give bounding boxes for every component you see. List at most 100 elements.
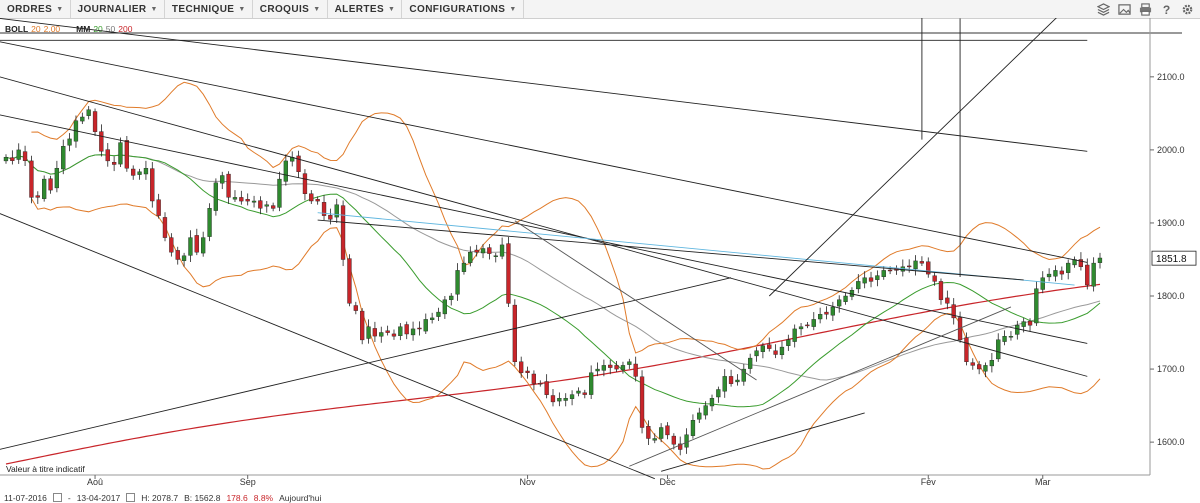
candle bbox=[42, 178, 47, 199]
candle bbox=[16, 149, 21, 160]
chevron-down-icon: ▼ bbox=[509, 5, 517, 13]
candle bbox=[417, 327, 422, 330]
candle bbox=[328, 214, 333, 220]
settings-icon[interactable] bbox=[1180, 2, 1194, 16]
candle bbox=[334, 204, 339, 218]
candle bbox=[124, 140, 130, 169]
y-tick-label: 2100.0 bbox=[1157, 72, 1185, 82]
candle bbox=[678, 443, 683, 450]
candle bbox=[1097, 257, 1103, 263]
candle bbox=[455, 270, 460, 295]
candle bbox=[410, 328, 416, 336]
candle bbox=[461, 262, 467, 272]
candle bbox=[792, 328, 797, 342]
candle bbox=[595, 368, 600, 372]
trendline bbox=[0, 213, 655, 480]
candle bbox=[996, 339, 1001, 360]
candle bbox=[741, 368, 746, 382]
candle bbox=[220, 175, 225, 184]
image-icon[interactable] bbox=[1117, 2, 1131, 16]
layers-icon[interactable] bbox=[1096, 2, 1110, 16]
menu-label: CONFIGURATIONS bbox=[409, 3, 506, 15]
candle bbox=[111, 161, 117, 165]
candle bbox=[29, 160, 34, 198]
candle bbox=[716, 389, 721, 398]
candle bbox=[150, 168, 155, 202]
footer-low: B: 1562.8 bbox=[184, 492, 221, 503]
menu-ordres[interactable]: ORDRES ▼ bbox=[0, 0, 71, 18]
candle bbox=[430, 317, 435, 320]
candle bbox=[468, 251, 473, 263]
legend-mm-50: 50 bbox=[105, 24, 116, 34]
candle bbox=[385, 330, 390, 333]
candle bbox=[264, 204, 269, 207]
candle bbox=[989, 360, 995, 367]
candle bbox=[423, 319, 428, 332]
candle bbox=[538, 383, 543, 385]
print-icon[interactable] bbox=[1138, 2, 1152, 16]
menu-alertes[interactable]: ALERTES ▼ bbox=[328, 0, 403, 18]
candle bbox=[118, 142, 123, 165]
menu-journalier[interactable]: JOURNALIER ▼ bbox=[71, 0, 165, 18]
candle bbox=[105, 149, 110, 162]
candle bbox=[824, 311, 829, 315]
chevron-down-icon: ▼ bbox=[56, 5, 64, 13]
menu-technique[interactable]: TECHNIQUE ▼ bbox=[165, 0, 253, 18]
range-sep: - bbox=[67, 492, 71, 503]
candle bbox=[360, 310, 365, 341]
candle bbox=[887, 269, 893, 272]
trendline bbox=[0, 76, 1088, 377]
trendline bbox=[0, 277, 732, 450]
candle bbox=[130, 168, 136, 176]
candle bbox=[340, 205, 346, 260]
chevron-down-icon: ▼ bbox=[388, 5, 396, 13]
candle bbox=[830, 306, 836, 316]
candle bbox=[563, 398, 568, 401]
trendlines bbox=[0, 18, 1088, 480]
candle bbox=[589, 372, 594, 395]
menu-configurations[interactable]: CONFIGURATIONS ▼ bbox=[402, 0, 524, 18]
legend-boll-label: BOLL bbox=[5, 24, 29, 34]
menu-label: ALERTES bbox=[334, 3, 385, 15]
candle bbox=[569, 394, 575, 399]
candle bbox=[1091, 262, 1096, 287]
candle bbox=[1021, 321, 1026, 327]
candle bbox=[728, 376, 734, 384]
bollinger-lower bbox=[30, 198, 1101, 470]
candle bbox=[932, 275, 937, 282]
candle bbox=[970, 362, 975, 366]
candle bbox=[480, 248, 486, 254]
candle bbox=[1046, 273, 1052, 278]
candle bbox=[48, 178, 53, 191]
menu-label: TECHNIQUE bbox=[171, 3, 235, 15]
calendar-icon[interactable] bbox=[52, 493, 62, 502]
candle bbox=[779, 346, 785, 356]
candle bbox=[544, 381, 549, 395]
candle bbox=[760, 345, 766, 352]
candle bbox=[321, 202, 327, 216]
candle bbox=[773, 350, 778, 355]
candle bbox=[302, 173, 308, 195]
x-tick-label: Aoû bbox=[87, 477, 103, 487]
candle bbox=[646, 426, 651, 439]
candles bbox=[3, 106, 1103, 456]
y-tick-label: 2000.0 bbox=[1157, 145, 1185, 155]
candle bbox=[659, 427, 664, 439]
help-icon[interactable]: ? bbox=[1159, 2, 1173, 16]
legend-boll-dev: 2.00 bbox=[43, 24, 61, 34]
candle bbox=[550, 395, 556, 403]
candle bbox=[875, 275, 880, 280]
candle bbox=[213, 182, 218, 211]
candle bbox=[722, 376, 727, 392]
candle bbox=[652, 438, 657, 441]
candle bbox=[856, 281, 861, 290]
candle bbox=[372, 328, 377, 337]
calendar-icon[interactable] bbox=[126, 493, 136, 502]
candle bbox=[436, 311, 441, 317]
candle bbox=[1034, 288, 1039, 324]
price-chart[interactable]: 1600.0 1700.0 1800.0 1900.0 2000.0 2100.0 Aoû S… bbox=[0, 18, 1200, 492]
candle bbox=[913, 260, 918, 270]
menu-croquis[interactable]: CROQUIS ▼ bbox=[253, 0, 328, 18]
candle bbox=[582, 392, 587, 395]
footer-today: Aujourd'hui bbox=[279, 492, 322, 503]
